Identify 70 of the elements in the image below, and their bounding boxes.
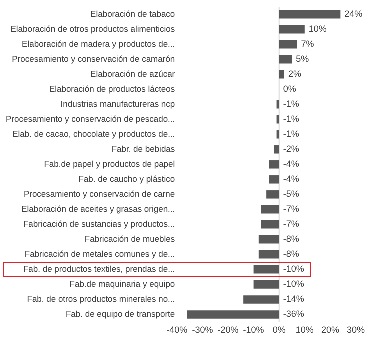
data-label: 5% xyxy=(296,54,310,64)
data-label: -1% xyxy=(283,114,300,124)
y-tick-label: Fab. de productos textiles, prendas de... xyxy=(23,264,176,274)
bar xyxy=(274,146,280,154)
data-label: 0% xyxy=(283,84,296,94)
bar xyxy=(258,250,280,259)
y-tick-label: Fabr. de bebidas xyxy=(112,144,176,154)
y-tick-label: Industrias manufactureras ncp xyxy=(60,98,176,109)
x-tick-label: 10% xyxy=(296,325,314,336)
x-tick-label: 20% xyxy=(321,325,340,336)
y-tick-label: Elaboración de productos lácteos xyxy=(49,84,176,94)
bar xyxy=(261,220,280,229)
y-tick-label: Fab. de caucho y plástico xyxy=(78,174,176,184)
y-tick-label: Fab. de otros productos minerales no... xyxy=(27,294,176,304)
data-label: 24% xyxy=(344,9,363,20)
y-tick-label: Elaboración de azúcar xyxy=(90,68,176,79)
bar xyxy=(279,70,284,79)
data-label: -10% xyxy=(283,279,304,290)
bar xyxy=(269,160,280,169)
data-label: -4% xyxy=(283,159,300,170)
bar xyxy=(279,40,298,49)
x-tick-label: -20% xyxy=(218,325,239,336)
y-tick-label: Elaboración de madera y productos de... xyxy=(22,38,176,49)
y-tick-label: Procesamiento y conservación de pescado... xyxy=(6,114,176,124)
y-tick-label: Fab.de maquinaria y equipo xyxy=(70,279,176,290)
bar xyxy=(261,206,280,214)
data-label: -8% xyxy=(283,234,300,244)
data-label: 7% xyxy=(301,39,314,50)
data-label: -10% xyxy=(283,264,304,274)
x-tick-label: -40% xyxy=(166,325,188,336)
data-label: -7% xyxy=(283,219,300,230)
x-tick-label: -30% xyxy=(192,325,214,336)
y-tick-label: Fabricación de metales comunes y de... xyxy=(24,249,176,260)
y-tick-label: Elaboración de tabaco xyxy=(90,8,176,19)
y-tick-label: Fabricación de sustancias y productos... xyxy=(23,219,176,230)
x-tick-label: 30% xyxy=(346,325,366,336)
bar xyxy=(276,130,280,139)
x-tick-label: 0% xyxy=(272,325,286,336)
x-tick-label: -10% xyxy=(243,325,264,336)
data-label: -14% xyxy=(283,294,304,304)
y-tick-label: Procesamiento y conservación de carne xyxy=(24,189,176,200)
data-label: -8% xyxy=(283,249,300,260)
y-tick-label: Elaboración de aceites y grasas origen... xyxy=(22,204,176,214)
bar xyxy=(187,310,280,319)
bar xyxy=(276,100,280,109)
data-label: -4% xyxy=(283,174,300,184)
y-tick-label: Fab.de papel y productos de papel xyxy=(44,158,176,169)
y-tick-label: Procesamiento y conservación de camarón xyxy=(12,54,176,64)
bar xyxy=(269,176,280,184)
bar xyxy=(279,10,341,19)
y-tick-label: Fabricación de muebles xyxy=(84,234,176,244)
bar xyxy=(279,55,292,64)
y-tick-label: Elab. de cacao, chocolate y productos de... xyxy=(12,128,176,139)
bar xyxy=(244,296,280,304)
data-label: -1% xyxy=(283,129,300,140)
bar xyxy=(279,25,305,34)
bar xyxy=(254,266,280,274)
y-tick-label: Elaboración de otros productos alimenticios xyxy=(10,24,176,34)
bar xyxy=(276,116,280,124)
bar xyxy=(254,280,280,289)
data-label: -5% xyxy=(283,189,300,200)
y-tick-label: Fab. de equipo de transporte xyxy=(66,309,176,320)
data-label: -2% xyxy=(283,144,300,154)
data-label: 2% xyxy=(288,69,302,80)
bar xyxy=(258,236,280,244)
data-label: -1% xyxy=(283,99,300,110)
data-label: -36% xyxy=(283,309,304,320)
bar xyxy=(266,190,280,199)
data-label: -7% xyxy=(283,204,300,214)
data-label: 10% xyxy=(308,24,327,34)
